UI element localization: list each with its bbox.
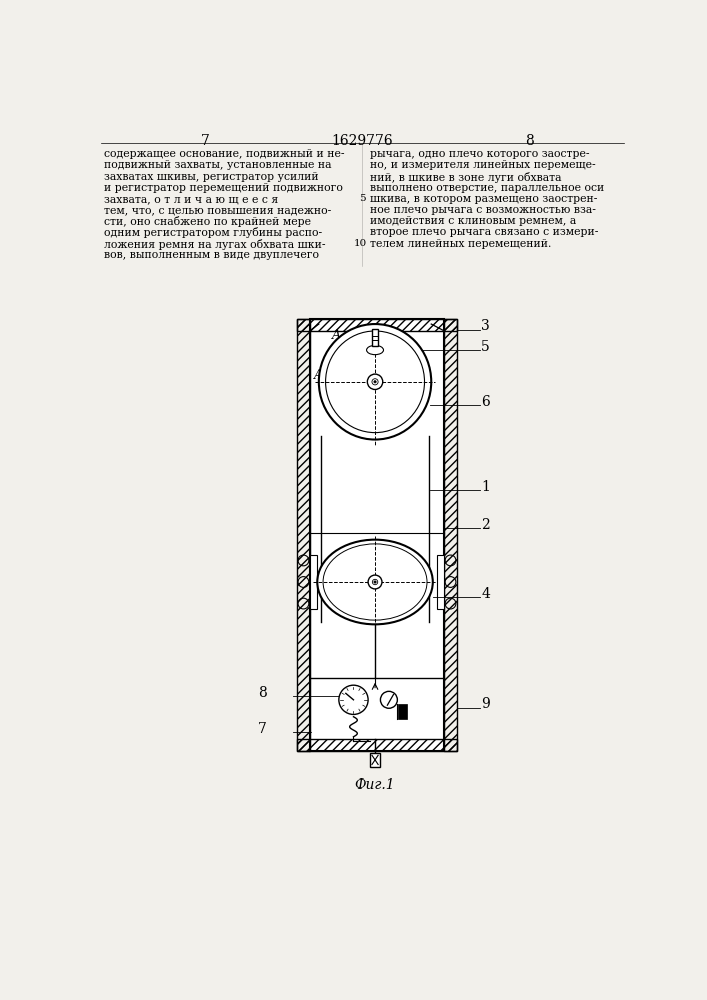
Text: 8: 8 — [525, 134, 533, 148]
Text: 10: 10 — [354, 239, 367, 248]
Text: захвата, о т л и ч а ю щ е е с я: захвата, о т л и ч а ю щ е е с я — [104, 194, 279, 204]
Circle shape — [374, 381, 376, 383]
Circle shape — [374, 581, 376, 583]
Text: 3: 3 — [481, 319, 490, 333]
Text: Фиг.1: Фиг.1 — [355, 778, 395, 792]
Bar — [398, 704, 407, 719]
Bar — [310, 319, 444, 751]
Bar — [437, 555, 444, 609]
Text: имодействия с клиновым ремнем, а: имодействия с клиновым ремнем, а — [370, 216, 576, 226]
Circle shape — [368, 374, 382, 389]
Bar — [370, 753, 380, 767]
Text: сти, оно снабжено по крайней мере: сти, оно снабжено по крайней мере — [104, 216, 311, 227]
Text: шкива, в котором размещено заострен-: шкива, в котором размещено заострен- — [370, 194, 597, 204]
Text: тем, что, с целью повышения надежно-: тем, что, с целью повышения надежно- — [104, 205, 332, 215]
Bar — [297, 319, 310, 751]
Bar — [372, 329, 378, 346]
Text: A: A — [314, 369, 323, 382]
Bar — [444, 319, 457, 751]
Text: 1: 1 — [481, 480, 490, 494]
Text: 4: 4 — [481, 587, 490, 601]
Text: но, и измерителя линейных перемеще-: но, и измерителя линейных перемеще- — [370, 160, 595, 170]
Text: и регистратор перемещений подвижного: и регистратор перемещений подвижного — [104, 183, 343, 193]
Bar — [297, 739, 457, 751]
Text: 5: 5 — [359, 194, 366, 203]
Text: вов, выполненным в виде двуплечего: вов, выполненным в виде двуплечего — [104, 250, 319, 260]
Text: 5: 5 — [481, 340, 490, 354]
Text: 6: 6 — [481, 395, 490, 409]
Text: телем линейных перемещений.: телем линейных перемещений. — [370, 239, 551, 249]
Ellipse shape — [366, 345, 383, 355]
Text: 8: 8 — [258, 686, 267, 700]
Circle shape — [339, 685, 368, 714]
Text: второе плечо рычага связано с измери-: второе плечо рычага связано с измери- — [370, 227, 598, 237]
Text: ний, в шкиве в зоне луги обхвата: ний, в шкиве в зоне луги обхвата — [370, 172, 561, 183]
Text: 7: 7 — [201, 134, 210, 148]
Text: ложения ремня на лугах обхвата шки-: ложения ремня на лугах обхвата шки- — [104, 239, 325, 250]
Text: одним регистратором глубины распо-: одним регистратором глубины распо- — [104, 227, 322, 238]
Text: A: A — [332, 329, 341, 342]
Circle shape — [372, 379, 378, 385]
Circle shape — [380, 691, 397, 708]
Text: содержащее основание, подвижный и не-: содержащее основание, подвижный и не- — [104, 149, 344, 159]
Text: 7: 7 — [257, 722, 267, 736]
Text: захватах шкивы, регистратор усилий: захватах шкивы, регистратор усилий — [104, 172, 319, 182]
Text: ное плечо рычага с возможностью вза-: ное плечо рычага с возможностью вза- — [370, 205, 595, 215]
Ellipse shape — [317, 540, 433, 624]
Text: рычага, одно плечо которого заостре-: рычага, одно плечо которого заостре- — [370, 149, 589, 159]
Text: выполнено отверстие, параллельное оси: выполнено отверстие, параллельное оси — [370, 183, 604, 193]
Text: 9: 9 — [481, 697, 490, 711]
Text: подвижный захваты, установленные на: подвижный захваты, установленные на — [104, 160, 332, 170]
Bar — [310, 555, 317, 609]
Ellipse shape — [319, 324, 431, 440]
Bar — [297, 319, 457, 331]
Circle shape — [368, 575, 382, 589]
Text: 2: 2 — [481, 518, 490, 532]
Circle shape — [373, 579, 378, 585]
Text: 1629776: 1629776 — [331, 134, 393, 148]
